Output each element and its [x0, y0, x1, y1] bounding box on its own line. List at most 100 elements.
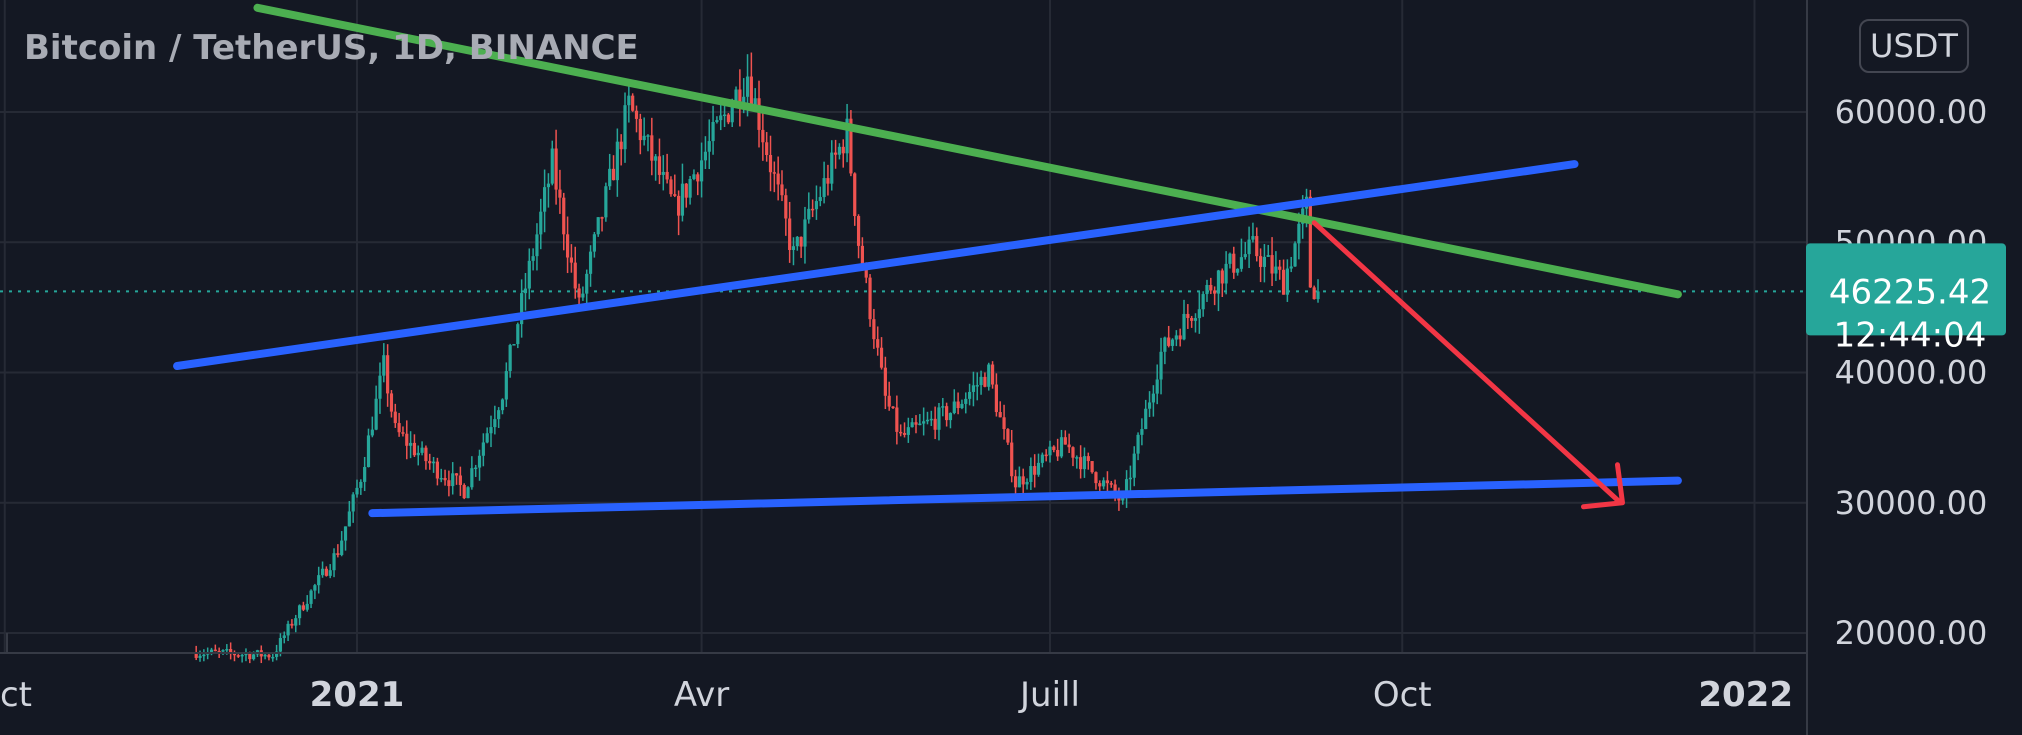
candle-body [1243, 254, 1247, 258]
currency-button-frame[interactable] [1859, 19, 1969, 73]
candle-body [248, 653, 252, 660]
candle-body [332, 553, 336, 571]
red-arrow[interactable] [1311, 220, 1623, 506]
candle-body [1270, 255, 1274, 274]
candle-body [240, 654, 244, 657]
time-tick-label[interactable]: Juill [1018, 675, 1080, 715]
candle-body [631, 95, 635, 111]
candle-body [895, 407, 899, 432]
price-tick-label[interactable]: 60000.00 [1835, 93, 1988, 131]
candle-body [761, 129, 765, 143]
candle-body [1140, 429, 1144, 435]
candle-body [1285, 268, 1289, 295]
currency-label[interactable]: USDT [1870, 27, 1958, 65]
candle-body [811, 208, 815, 211]
candle-body [520, 293, 524, 325]
candle-body [677, 195, 681, 216]
candle-body [929, 418, 933, 421]
price-tick-label[interactable]: 40000.00 [1835, 354, 1988, 392]
time-tick-label[interactable]: 2022 [1698, 675, 1793, 715]
time-tick-label[interactable]: 2021 [310, 675, 405, 715]
time-tick-label[interactable]: Oct [1373, 675, 1432, 715]
candle-body [596, 217, 600, 235]
blue-support-line[interactable] [368, 476, 1682, 518]
candle-body [960, 403, 964, 409]
candle-body [734, 89, 738, 107]
candle-body [1239, 257, 1244, 269]
candle-body [320, 568, 325, 576]
candle-body [952, 401, 956, 414]
time-axis[interactable]: Oct 2021 Avr Juill Oct 2022 [0, 675, 1793, 715]
candle-body [1075, 457, 1079, 459]
candle-body [922, 421, 926, 424]
candle-body [726, 114, 730, 123]
candle-body [267, 654, 271, 658]
currency-button[interactable]: USDT [1859, 19, 1969, 73]
candle-body [1086, 456, 1090, 462]
candle-body [1197, 309, 1201, 319]
candle-body [439, 477, 443, 480]
candle-body [615, 141, 619, 181]
candle-body [351, 494, 355, 512]
candle-body [619, 141, 623, 150]
candle-body [799, 236, 803, 247]
candle-body [1132, 453, 1136, 478]
candle-body [1025, 481, 1029, 485]
candle-body [554, 148, 558, 190]
candle-body [485, 433, 489, 443]
candle-body [971, 385, 976, 392]
candle-body [600, 217, 604, 219]
time-tick-label[interactable]: Oct [0, 675, 32, 715]
candle-body [699, 160, 704, 182]
candle-body [198, 655, 202, 658]
candle-body [416, 452, 420, 456]
candle-body [389, 393, 394, 412]
candle-body [271, 656, 275, 659]
candle-body [1178, 335, 1182, 340]
candle-body [833, 152, 838, 155]
candle-body [493, 419, 497, 428]
candle-body [661, 171, 665, 175]
candle-body [830, 152, 834, 184]
candle-body [412, 442, 417, 456]
candle-body [1216, 270, 1221, 294]
blue-upper-line[interactable] [173, 160, 1579, 370]
candle-body [983, 376, 987, 387]
candle-body [1121, 496, 1125, 501]
candle-body [1186, 313, 1190, 318]
price-tick-label[interactable]: 20000.00 [1835, 614, 1988, 652]
candle-body [1190, 317, 1194, 321]
candle-body [967, 391, 972, 399]
candle-body [1067, 444, 1071, 448]
candle-body [891, 406, 895, 409]
candle-body [500, 399, 505, 411]
candle-body [313, 585, 317, 591]
time-tick-label[interactable]: Avr [674, 675, 729, 715]
candle-body [343, 526, 348, 541]
candle-body [1059, 437, 1064, 457]
candle-body [1044, 454, 1048, 457]
candle-body [1036, 462, 1041, 475]
candle-body [998, 412, 1002, 418]
candle-body [309, 590, 313, 604]
candle-body [569, 257, 574, 263]
price-tick-label[interactable]: 30000.00 [1835, 484, 1988, 522]
candle-body [1262, 256, 1267, 267]
candle-body [627, 95, 631, 106]
candle-body [546, 183, 551, 188]
candle-body [393, 411, 397, 424]
candle-body [776, 173, 780, 185]
candle-body [1159, 351, 1163, 380]
trend-drawings[interactable] [173, 3, 1682, 518]
candle-body [856, 216, 861, 246]
green-resistance-line[interactable] [253, 3, 1682, 299]
candle-body [1247, 239, 1251, 255]
red-arrow-head[interactable] [1580, 462, 1625, 510]
candle-body [768, 155, 773, 173]
candle-body [608, 168, 612, 187]
candle-body [497, 410, 501, 420]
candle-body [941, 406, 945, 408]
candle-body [347, 511, 351, 527]
candle-body [1021, 476, 1025, 485]
